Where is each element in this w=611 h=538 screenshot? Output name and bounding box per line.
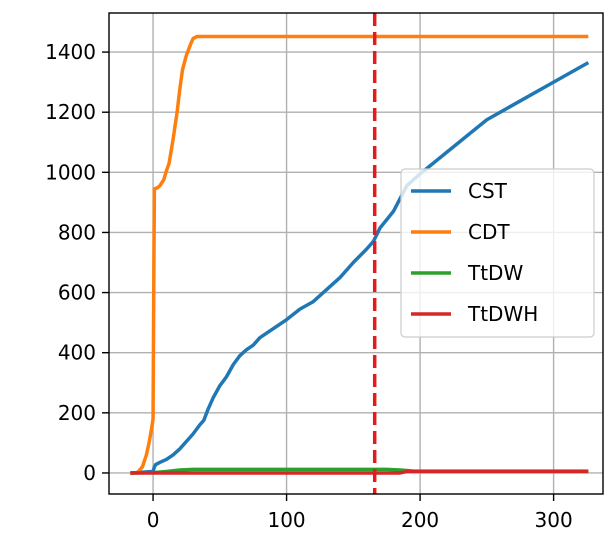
y-tick-label: 1000 (45, 160, 96, 184)
x-tick-label: 200 (401, 508, 439, 532)
plot-frame (108, 12, 604, 495)
series-line-cst (130, 61, 590, 475)
legend-label: CDT (468, 220, 510, 244)
legend-label: TtDW (467, 261, 523, 285)
y-tick-label: 200 (58, 401, 96, 425)
series-line-ttdwh (130, 469, 589, 475)
y-tick-label: 0 (83, 461, 96, 485)
y-tick-label: 1400 (45, 40, 96, 64)
series-lines (130, 34, 590, 475)
y-tick-label: 400 (58, 341, 96, 365)
x-tick-label: 0 (147, 508, 160, 532)
y-tick-label: 800 (58, 220, 96, 244)
y-tick-label: 1200 (45, 100, 96, 124)
legend-label: CST (468, 179, 508, 203)
x-tick-label: 300 (535, 508, 573, 532)
x-axis-ticks: 0 100 200 300 (147, 494, 573, 532)
series-line-cdt (130, 34, 589, 475)
legend: CST CDT TtDW TtDWH (400, 168, 595, 338)
y-axis-ticks: 0 200 400 600 800 1000 1200 1400 (45, 40, 109, 485)
legend-box (400, 168, 595, 338)
legend-label: TtDWH (467, 302, 538, 326)
y-tick-label: 600 (58, 281, 96, 305)
x-tick-label: 100 (267, 508, 305, 532)
